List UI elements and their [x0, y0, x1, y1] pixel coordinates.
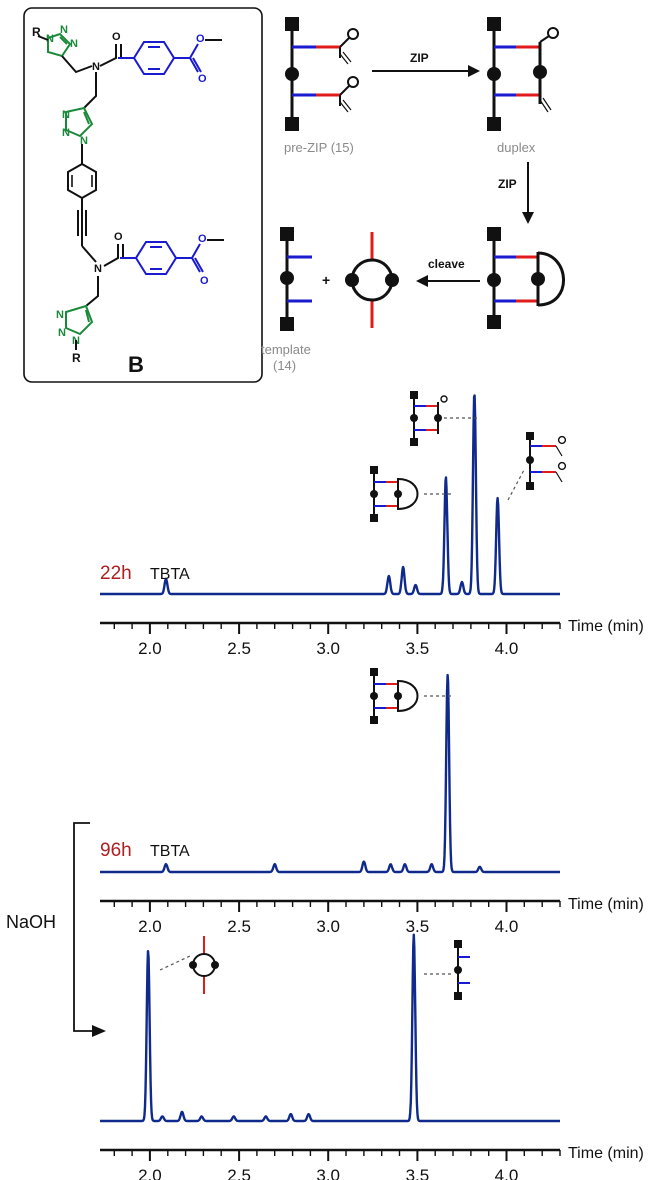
duplex-label: duplex	[497, 140, 536, 155]
x-tick-label: 2.0	[138, 1166, 162, 1180]
x-tick-label: 3.0	[316, 917, 340, 936]
condition-label-96h: TBTA	[150, 843, 190, 860]
x-tick-label: 4.0	[495, 917, 519, 936]
x-tick-label: 2.5	[227, 1166, 251, 1180]
annotation-cyclic-96h	[370, 668, 452, 724]
n-label-8: N	[58, 327, 66, 339]
n-amide-bottom: N	[94, 263, 102, 275]
chromatogram-trace	[99, 394, 561, 596]
chromatograms: 2.0 2.5 3.0 3.5 4.0 Time (min) 2.0 2.5 3.0 3.5 4.0…	[99, 392, 644, 1180]
cleave-label: cleave	[428, 257, 465, 271]
plus-sign: +	[322, 272, 330, 288]
o-ester-top-2: O	[198, 73, 207, 85]
n-label-7: N	[56, 309, 64, 321]
naoh-bracket	[73, 822, 106, 1037]
duplex-molecule	[487, 17, 559, 131]
r-label-bottom: R	[72, 351, 81, 365]
pre-zip-label: pre-ZIP (15)	[284, 140, 354, 155]
triazole-middle	[65, 106, 94, 138]
triazole-top	[47, 32, 72, 58]
x-tick-label: 3.5	[406, 1166, 430, 1180]
annotation-duplex-22h	[410, 391, 480, 446]
x-tick-label: 2.0	[138, 917, 162, 936]
o-ester-bottom-1: O	[198, 233, 207, 245]
benzoate-bottom	[120, 241, 204, 275]
macrocycle-molecule	[345, 232, 399, 328]
x-tick-label: 2.5	[227, 917, 251, 936]
chromatogram-2: 2.0 2.5 3.0 3.5 4.0 Time (min)	[99, 673, 644, 936]
zip-label-1: ZIP	[410, 51, 429, 65]
o-amide-top: O	[112, 31, 121, 43]
x-axis-title: Time (min)	[568, 1145, 644, 1162]
template-molecule	[280, 227, 312, 331]
structure-panel-frame	[23, 7, 263, 383]
time-label-22h: 22h	[100, 563, 132, 584]
chromatogram-trace	[99, 933, 561, 1123]
reaction-scheme: pre-ZIP (15) ZIP duplex ZIP	[261, 17, 565, 373]
x-tick-label: 2.0	[138, 639, 162, 658]
x-axis-title: Time (min)	[568, 618, 644, 635]
r-label-top: R	[32, 25, 41, 39]
o-ester-bottom-2: O	[200, 275, 209, 287]
n-label-6: N	[80, 135, 88, 147]
n-label-1: N	[46, 33, 54, 45]
n-label-4: N	[62, 109, 70, 121]
naoh-label: NaOH	[6, 912, 56, 932]
chromatogram-trace	[99, 673, 561, 874]
condition-label-22h: TBTA	[150, 566, 190, 583]
x-tick-label: 4.0	[495, 1166, 519, 1180]
annotation-macrocycle	[159, 936, 219, 994]
o-ester-top-1: O	[196, 33, 205, 45]
cyclic-duplex-molecule	[487, 227, 565, 329]
x-tick-label: 3.5	[406, 917, 430, 936]
n-label-3: N	[70, 38, 78, 50]
triazole-bottom	[65, 304, 94, 336]
x-tick-label: 4.0	[495, 639, 519, 658]
template-label-2: (14)	[273, 358, 296, 373]
x-axis-title: Time (min)	[568, 896, 644, 913]
x-tick-label: 3.5	[406, 639, 430, 658]
pre-zip-molecule	[285, 17, 359, 131]
chromatogram-3: 2.0 2.5 3.0 3.5 4.0 Time (min)	[99, 933, 644, 1180]
benzoate-top	[118, 41, 202, 75]
n-amide-top: N	[92, 61, 100, 73]
x-tick-label: 2.5	[227, 639, 251, 658]
annotation-pre-zip-22h	[507, 432, 567, 501]
template-label-1: template	[261, 342, 311, 357]
n-label-5: N	[62, 127, 70, 139]
n-label-2: N	[60, 24, 68, 36]
panel-letter: B	[128, 352, 144, 377]
annotation-cyclic-22h	[370, 466, 452, 522]
x-tick-label: 3.0	[316, 639, 340, 658]
x-tick-label: 3.0	[316, 1166, 340, 1180]
chromatogram-1: 2.0 2.5 3.0 3.5 4.0 Time (min)	[99, 392, 644, 658]
zip-label-2: ZIP	[498, 177, 517, 191]
time-label-96h: 96h	[100, 840, 132, 861]
annotation-template	[424, 940, 470, 1000]
o-amide-bottom: O	[114, 231, 123, 243]
structure-panel: R N N N N O O O N N N	[23, 7, 263, 383]
